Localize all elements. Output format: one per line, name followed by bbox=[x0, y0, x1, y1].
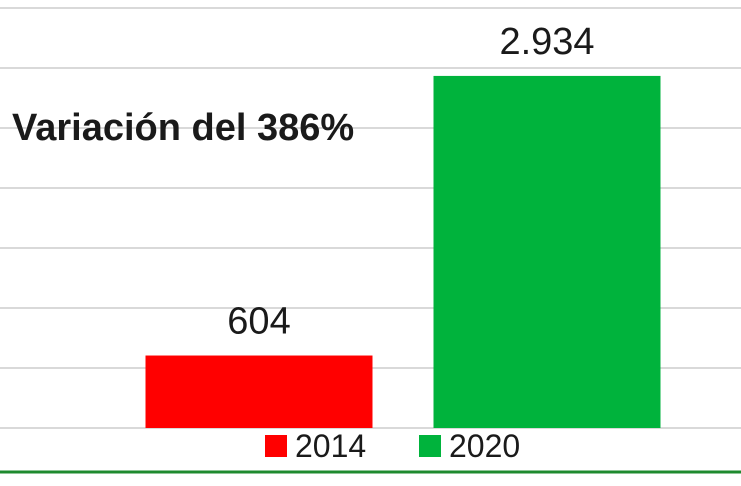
legend-label-2020: 2020 bbox=[449, 428, 520, 464]
legend-label-2014: 2014 bbox=[295, 428, 366, 464]
legend: 2014 2020 bbox=[265, 428, 520, 464]
variation-annotation: Variación del 386% bbox=[12, 107, 354, 149]
bar-2020 bbox=[433, 75, 661, 429]
bar-2014 bbox=[145, 355, 373, 428]
legend-swatch-2020 bbox=[419, 435, 441, 457]
legend-swatch-2014 bbox=[265, 435, 287, 457]
data-label-2020: 2.934 bbox=[499, 21, 594, 63]
bars bbox=[145, 75, 661, 429]
gridlines bbox=[0, 7, 741, 369]
data-labels: 604 2.934 bbox=[227, 21, 594, 343]
data-label-2014: 604 bbox=[227, 301, 290, 343]
